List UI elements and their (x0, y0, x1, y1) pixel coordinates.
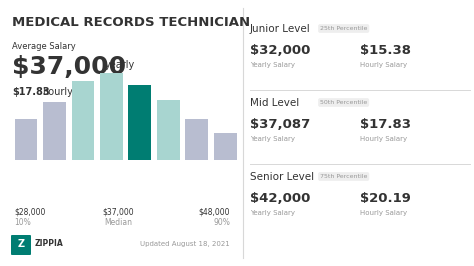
Text: $15.38: $15.38 (360, 44, 411, 57)
Text: Senior Level: Senior Level (250, 172, 314, 182)
Bar (214, 133, 237, 160)
Text: $20.19: $20.19 (360, 192, 411, 205)
Text: $37,000: $37,000 (12, 55, 126, 79)
Text: Hourly Salary: Hourly Salary (360, 210, 407, 216)
Text: ZIPPIA: ZIPPIA (35, 239, 64, 248)
Text: Junior Level: Junior Level (250, 24, 311, 34)
Text: Mid Level: Mid Level (250, 98, 299, 108)
Text: 75th Percentile: 75th Percentile (320, 174, 367, 179)
Text: $32,000: $32,000 (250, 44, 310, 57)
Text: hourly: hourly (42, 87, 73, 97)
Text: $28,000: $28,000 (14, 207, 46, 216)
Bar (15, 119, 37, 160)
FancyBboxPatch shape (11, 235, 31, 255)
Text: Hourly Salary: Hourly Salary (360, 62, 407, 68)
Text: $48,000: $48,000 (199, 207, 230, 216)
Text: Z: Z (18, 239, 25, 249)
Text: 10%: 10% (14, 218, 31, 227)
Text: $37,000: $37,000 (102, 207, 134, 216)
Text: 50th Percentile: 50th Percentile (320, 100, 367, 105)
Text: yearly: yearly (105, 60, 135, 70)
Bar (185, 119, 208, 160)
Text: Median: Median (104, 218, 132, 227)
Text: Average Salary: Average Salary (12, 42, 76, 51)
Text: $37,087: $37,087 (250, 118, 310, 131)
Text: Yearly Salary: Yearly Salary (250, 62, 295, 68)
Bar (72, 81, 94, 160)
Text: $42,000: $42,000 (250, 192, 310, 205)
Bar (157, 100, 180, 160)
Text: 25th Percentile: 25th Percentile (320, 26, 367, 31)
Text: Hourly Salary: Hourly Salary (360, 136, 407, 142)
Text: Updated August 18, 2021: Updated August 18, 2021 (140, 241, 230, 247)
Text: Yearly Salary: Yearly Salary (250, 210, 295, 216)
Bar (128, 85, 151, 160)
Text: $17.83: $17.83 (12, 87, 50, 97)
Bar (43, 102, 66, 160)
Text: Yearly Salary: Yearly Salary (250, 136, 295, 142)
Text: $17.83: $17.83 (360, 118, 411, 131)
Text: MEDICAL RECORDS TECHNICIAN: MEDICAL RECORDS TECHNICIAN (12, 16, 250, 29)
Text: 90%: 90% (213, 218, 230, 227)
Bar (100, 73, 123, 160)
